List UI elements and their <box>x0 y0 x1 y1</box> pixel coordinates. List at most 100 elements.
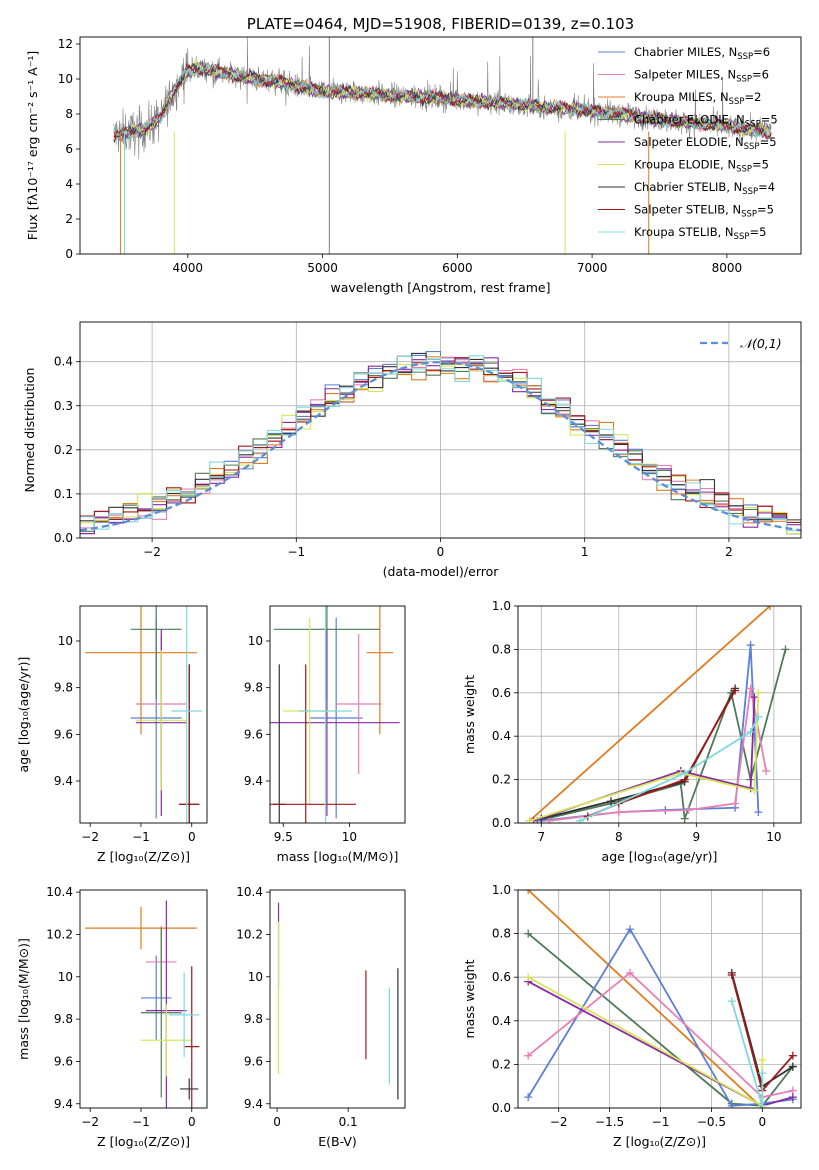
y-tick-label: 9.6 <box>244 1054 263 1068</box>
weight-series-line <box>548 688 767 822</box>
x-tick-label: 0 <box>758 1115 766 1129</box>
y-tick-label: 9.4 <box>244 774 263 788</box>
plot-frame <box>79 321 802 539</box>
legend-entry-sub: SSP <box>736 75 752 85</box>
errorbar-point <box>85 906 197 950</box>
panel-residuals: −2 −1 0 1 2 0.0 0.1 0.2 0.3 0.4 (data-model)/error… <box>22 321 802 579</box>
y-tick-label: 0.0 <box>492 1101 511 1115</box>
x-tick-label: 0 <box>273 1115 281 1129</box>
y-axis-label: Flux [fλ10⁻¹⁷ erg cm⁻² s⁻¹ A⁻¹] <box>25 51 40 240</box>
x-axis-label: age [log₁₀(age/yr)] <box>602 849 718 864</box>
y-tick-label: 9.8 <box>54 1012 73 1026</box>
weight-marker <box>625 925 634 934</box>
weight-marker <box>576 816 585 823</box>
errorbar-point <box>140 1004 192 1077</box>
legend-entry-sub: SSP <box>741 210 757 220</box>
errorbar-point <box>180 1078 199 1100</box>
legend-entry: Salpeter STELIB, NSSP=5 <box>634 203 774 220</box>
y-tick-label: 0.2 <box>54 443 73 457</box>
y-tick-label: 10.2 <box>236 927 263 941</box>
weight-marker <box>680 814 689 823</box>
y-tick-label: 9.6 <box>54 1054 73 1068</box>
weight-marker <box>754 808 763 817</box>
plot-content <box>80 350 801 535</box>
weight-marker <box>788 1062 797 1071</box>
legend-entry-suffix: =5 <box>752 158 769 172</box>
y-tick-label: 1.0 <box>492 883 511 897</box>
plot-frame <box>517 889 802 1109</box>
panel-mass-Z: −2 −1 0 9.4 9.6 9.8 10 10.2 10.4 Z [log₁₀(Z/Z⊙)] m… <box>16 885 208 1149</box>
plot-content <box>524 890 797 1108</box>
y-tick-label: 4 <box>65 177 73 191</box>
weight-series-line <box>529 606 771 822</box>
plot-content <box>85 606 202 823</box>
errorbar-point <box>270 664 357 823</box>
residual-histogram <box>80 355 801 532</box>
x-axis-label: Z [log₁₀(Z/Z⊙)] <box>97 849 190 864</box>
y-tick-label: 0.6 <box>492 970 511 984</box>
panel-mass-ebv: 0 0.1 9.4 9.6 9.8 10 10.2 10.4 E(B-V) <box>236 885 406 1149</box>
y-tick-label: 9.4 <box>244 1097 263 1111</box>
y-tick-label: 9.6 <box>244 727 263 741</box>
weight-marker <box>758 1069 767 1078</box>
legend-entry: Kroupa ELODIE, NSSP=5 <box>634 158 769 175</box>
y-tick-label: 9.8 <box>244 1012 263 1026</box>
x-tick-label: 0 <box>188 1115 196 1129</box>
weight-marker <box>525 816 534 823</box>
errorbar-point <box>309 617 363 819</box>
legend-entry-suffix: =5 <box>757 203 774 217</box>
y-tick-label: 0 <box>65 247 73 261</box>
y-tick-label: 10.4 <box>46 885 73 899</box>
errorbar-point <box>270 629 400 816</box>
legend-entry: Salpeter MILES, NSSP=6 <box>634 68 769 85</box>
y-tick-label: 10 <box>248 970 263 984</box>
legend-entry-suffix: =6 <box>752 68 769 82</box>
weight-marker <box>731 686 740 695</box>
x-tick-label: 8 <box>615 830 623 844</box>
x-tick-label: 10 <box>342 830 357 844</box>
x-tick-label: −2 <box>81 830 99 844</box>
weight-marker <box>750 786 759 795</box>
plot-content <box>277 902 399 1100</box>
errorbar-point <box>135 650 187 791</box>
plot-frame <box>79 605 208 824</box>
weight-marker <box>765 606 774 610</box>
weight-marker <box>758 1101 767 1108</box>
y-tick-label: 9.8 <box>244 681 263 695</box>
weight-marker <box>762 766 771 775</box>
x-axis-label: E(B-V) <box>318 1134 357 1149</box>
x-tick-label: 4000 <box>173 261 204 275</box>
weight-marker <box>754 688 763 697</box>
errorbar-point <box>366 606 394 735</box>
weight-marker <box>788 1093 797 1102</box>
errorbar-point <box>184 966 200 1108</box>
y-tick-label: 10 <box>58 72 73 86</box>
legend-entry-label: Kroupa MILES, N <box>634 90 729 104</box>
weight-marker <box>754 712 763 721</box>
x-tick-label: −1 <box>652 1115 670 1129</box>
x-tick-label: 2 <box>725 545 733 559</box>
x-tick-label: 6000 <box>442 261 473 275</box>
legend-entry: Chabrier STELIB, NSSP=4 <box>634 180 775 197</box>
y-axis-label: Normed distribution <box>22 368 37 493</box>
x-tick-label: 5000 <box>307 261 338 275</box>
x-tick-label: −1 <box>132 830 150 844</box>
legend-entry-suffix: =5 <box>761 113 778 127</box>
y-tick-label: 0.8 <box>492 642 511 656</box>
x-tick-label: −1 <box>287 545 305 559</box>
weight-series-line <box>527 976 764 1108</box>
legend-entry-label: Chabrier ELODIE, N <box>634 113 745 127</box>
y-tick-label: 0.6 <box>492 686 511 700</box>
y-tick-label: 0.0 <box>492 816 511 830</box>
errorbar-point <box>130 606 182 700</box>
y-tick-label: 9.4 <box>54 774 73 788</box>
weight-marker <box>727 971 736 980</box>
weight-marker <box>750 693 759 702</box>
weight-marker <box>758 1056 767 1065</box>
y-tick-label: 0.4 <box>492 729 511 743</box>
x-tick-label: −0.5 <box>697 1115 726 1129</box>
panel-age-Z: −2 −1 0 9.4 9.6 9.8 10 Z [log₁₀(Z/Z⊙)] age [log₁… <box>16 605 208 864</box>
x-axis-label: Z [log₁₀(Z/Z⊙)] <box>97 1134 190 1149</box>
legend-entry-label: Salpeter ELODIE, N <box>634 135 744 149</box>
legend-entry-suffix: =2 <box>744 90 761 104</box>
